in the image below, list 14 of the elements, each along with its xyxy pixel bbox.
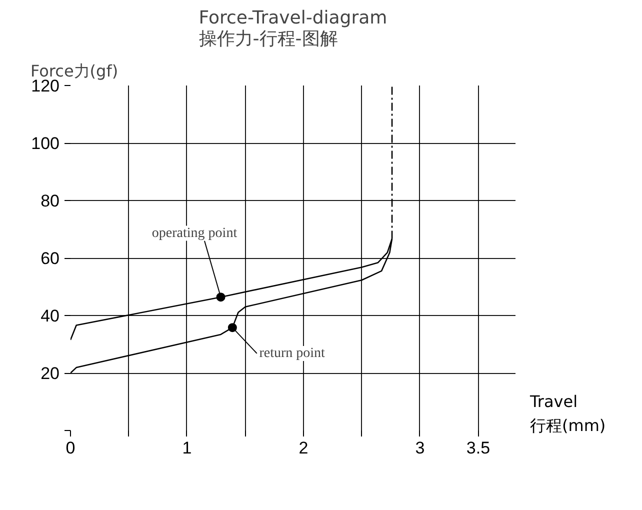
- x-tick-label: 3.5: [466, 438, 490, 458]
- annotation: return point: [259, 346, 326, 361]
- y-tick-label: 40: [40, 306, 60, 326]
- x-tick-label: 3: [415, 438, 425, 458]
- chart-title: Force-Travel-diagram 操作力-行程-图解: [198, 8, 388, 50]
- y-tick-label: 60: [40, 249, 60, 268]
- annotation: operating point: [152, 226, 238, 241]
- y-tick-label: 100: [31, 134, 60, 153]
- y-tick-label: 80: [40, 192, 60, 210]
- y-tick-label: 20: [40, 364, 60, 383]
- x-tick-label: 0: [66, 438, 76, 458]
- x-axis-title: Travel 行程(mm): [530, 391, 606, 437]
- x-tick-label: 1: [182, 438, 192, 458]
- x-tick-label: 2: [298, 438, 308, 458]
